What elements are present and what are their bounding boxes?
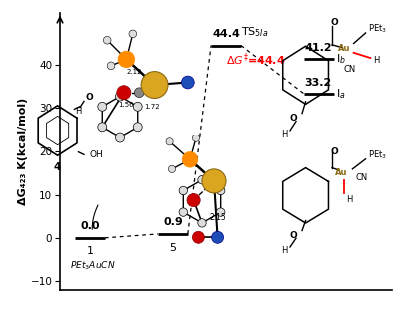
Text: 0.9: 0.9	[163, 217, 183, 227]
Circle shape	[117, 86, 131, 100]
Text: 0.0: 0.0	[80, 221, 100, 231]
Circle shape	[216, 208, 225, 216]
Text: 5: 5	[169, 243, 176, 254]
Circle shape	[116, 133, 124, 142]
Text: H: H	[346, 195, 353, 204]
Circle shape	[192, 134, 200, 141]
Circle shape	[134, 88, 144, 98]
Text: O: O	[290, 114, 298, 123]
Text: OH: OH	[90, 150, 103, 159]
Circle shape	[179, 186, 188, 195]
Text: 44.4: 44.4	[212, 30, 240, 39]
Text: O: O	[330, 18, 338, 27]
Text: I$_b$: I$_b$	[336, 53, 346, 66]
Y-axis label: ΔG₄₂₃ K(kcal/mol): ΔG₄₂₃ K(kcal/mol)	[18, 98, 28, 205]
Circle shape	[166, 138, 173, 145]
Text: H: H	[281, 246, 287, 255]
Circle shape	[141, 72, 168, 99]
Circle shape	[198, 175, 206, 184]
Text: CN: CN	[356, 173, 368, 182]
Text: O: O	[330, 147, 338, 157]
Text: 2.12: 2.12	[126, 69, 142, 75]
Circle shape	[103, 37, 111, 44]
Text: 1.72: 1.72	[144, 104, 160, 110]
Text: O: O	[86, 93, 94, 101]
Circle shape	[182, 152, 198, 167]
Text: O: O	[290, 231, 298, 240]
Circle shape	[133, 102, 142, 111]
Text: $\Delta G^{‡}$=44.4: $\Delta G^{‡}$=44.4	[226, 52, 286, 68]
Text: 2.15: 2.15	[209, 213, 226, 222]
Circle shape	[192, 231, 204, 243]
Text: H: H	[373, 56, 379, 65]
Circle shape	[216, 186, 225, 195]
Circle shape	[187, 193, 200, 207]
Text: CN: CN	[344, 65, 356, 74]
Text: 1.56: 1.56	[118, 102, 134, 108]
Circle shape	[198, 219, 206, 227]
Text: H: H	[281, 130, 287, 139]
Circle shape	[116, 92, 124, 101]
Circle shape	[107, 62, 115, 70]
Circle shape	[168, 165, 176, 173]
Text: TS$_{5Ia}$: TS$_{5Ia}$	[241, 25, 268, 39]
Circle shape	[98, 123, 107, 132]
Text: I$_a$: I$_a$	[336, 87, 345, 101]
Text: Au: Au	[338, 44, 350, 53]
Text: PEt$_3$: PEt$_3$	[368, 23, 387, 35]
Circle shape	[202, 169, 226, 193]
Circle shape	[179, 208, 188, 216]
Circle shape	[212, 231, 224, 243]
Text: PEt$_3$: PEt$_3$	[368, 149, 387, 161]
Text: 33.2: 33.2	[304, 78, 331, 88]
Text: PEt$_3$AuCN: PEt$_3$AuCN	[70, 260, 116, 272]
Text: 1: 1	[86, 246, 93, 255]
Circle shape	[118, 51, 135, 68]
Circle shape	[133, 123, 142, 132]
Circle shape	[129, 30, 137, 38]
Text: 4: 4	[54, 162, 61, 172]
Text: 41.2: 41.2	[304, 43, 332, 53]
Text: H: H	[75, 107, 82, 116]
Text: Au: Au	[335, 168, 348, 177]
Circle shape	[98, 102, 107, 111]
Circle shape	[182, 76, 194, 89]
